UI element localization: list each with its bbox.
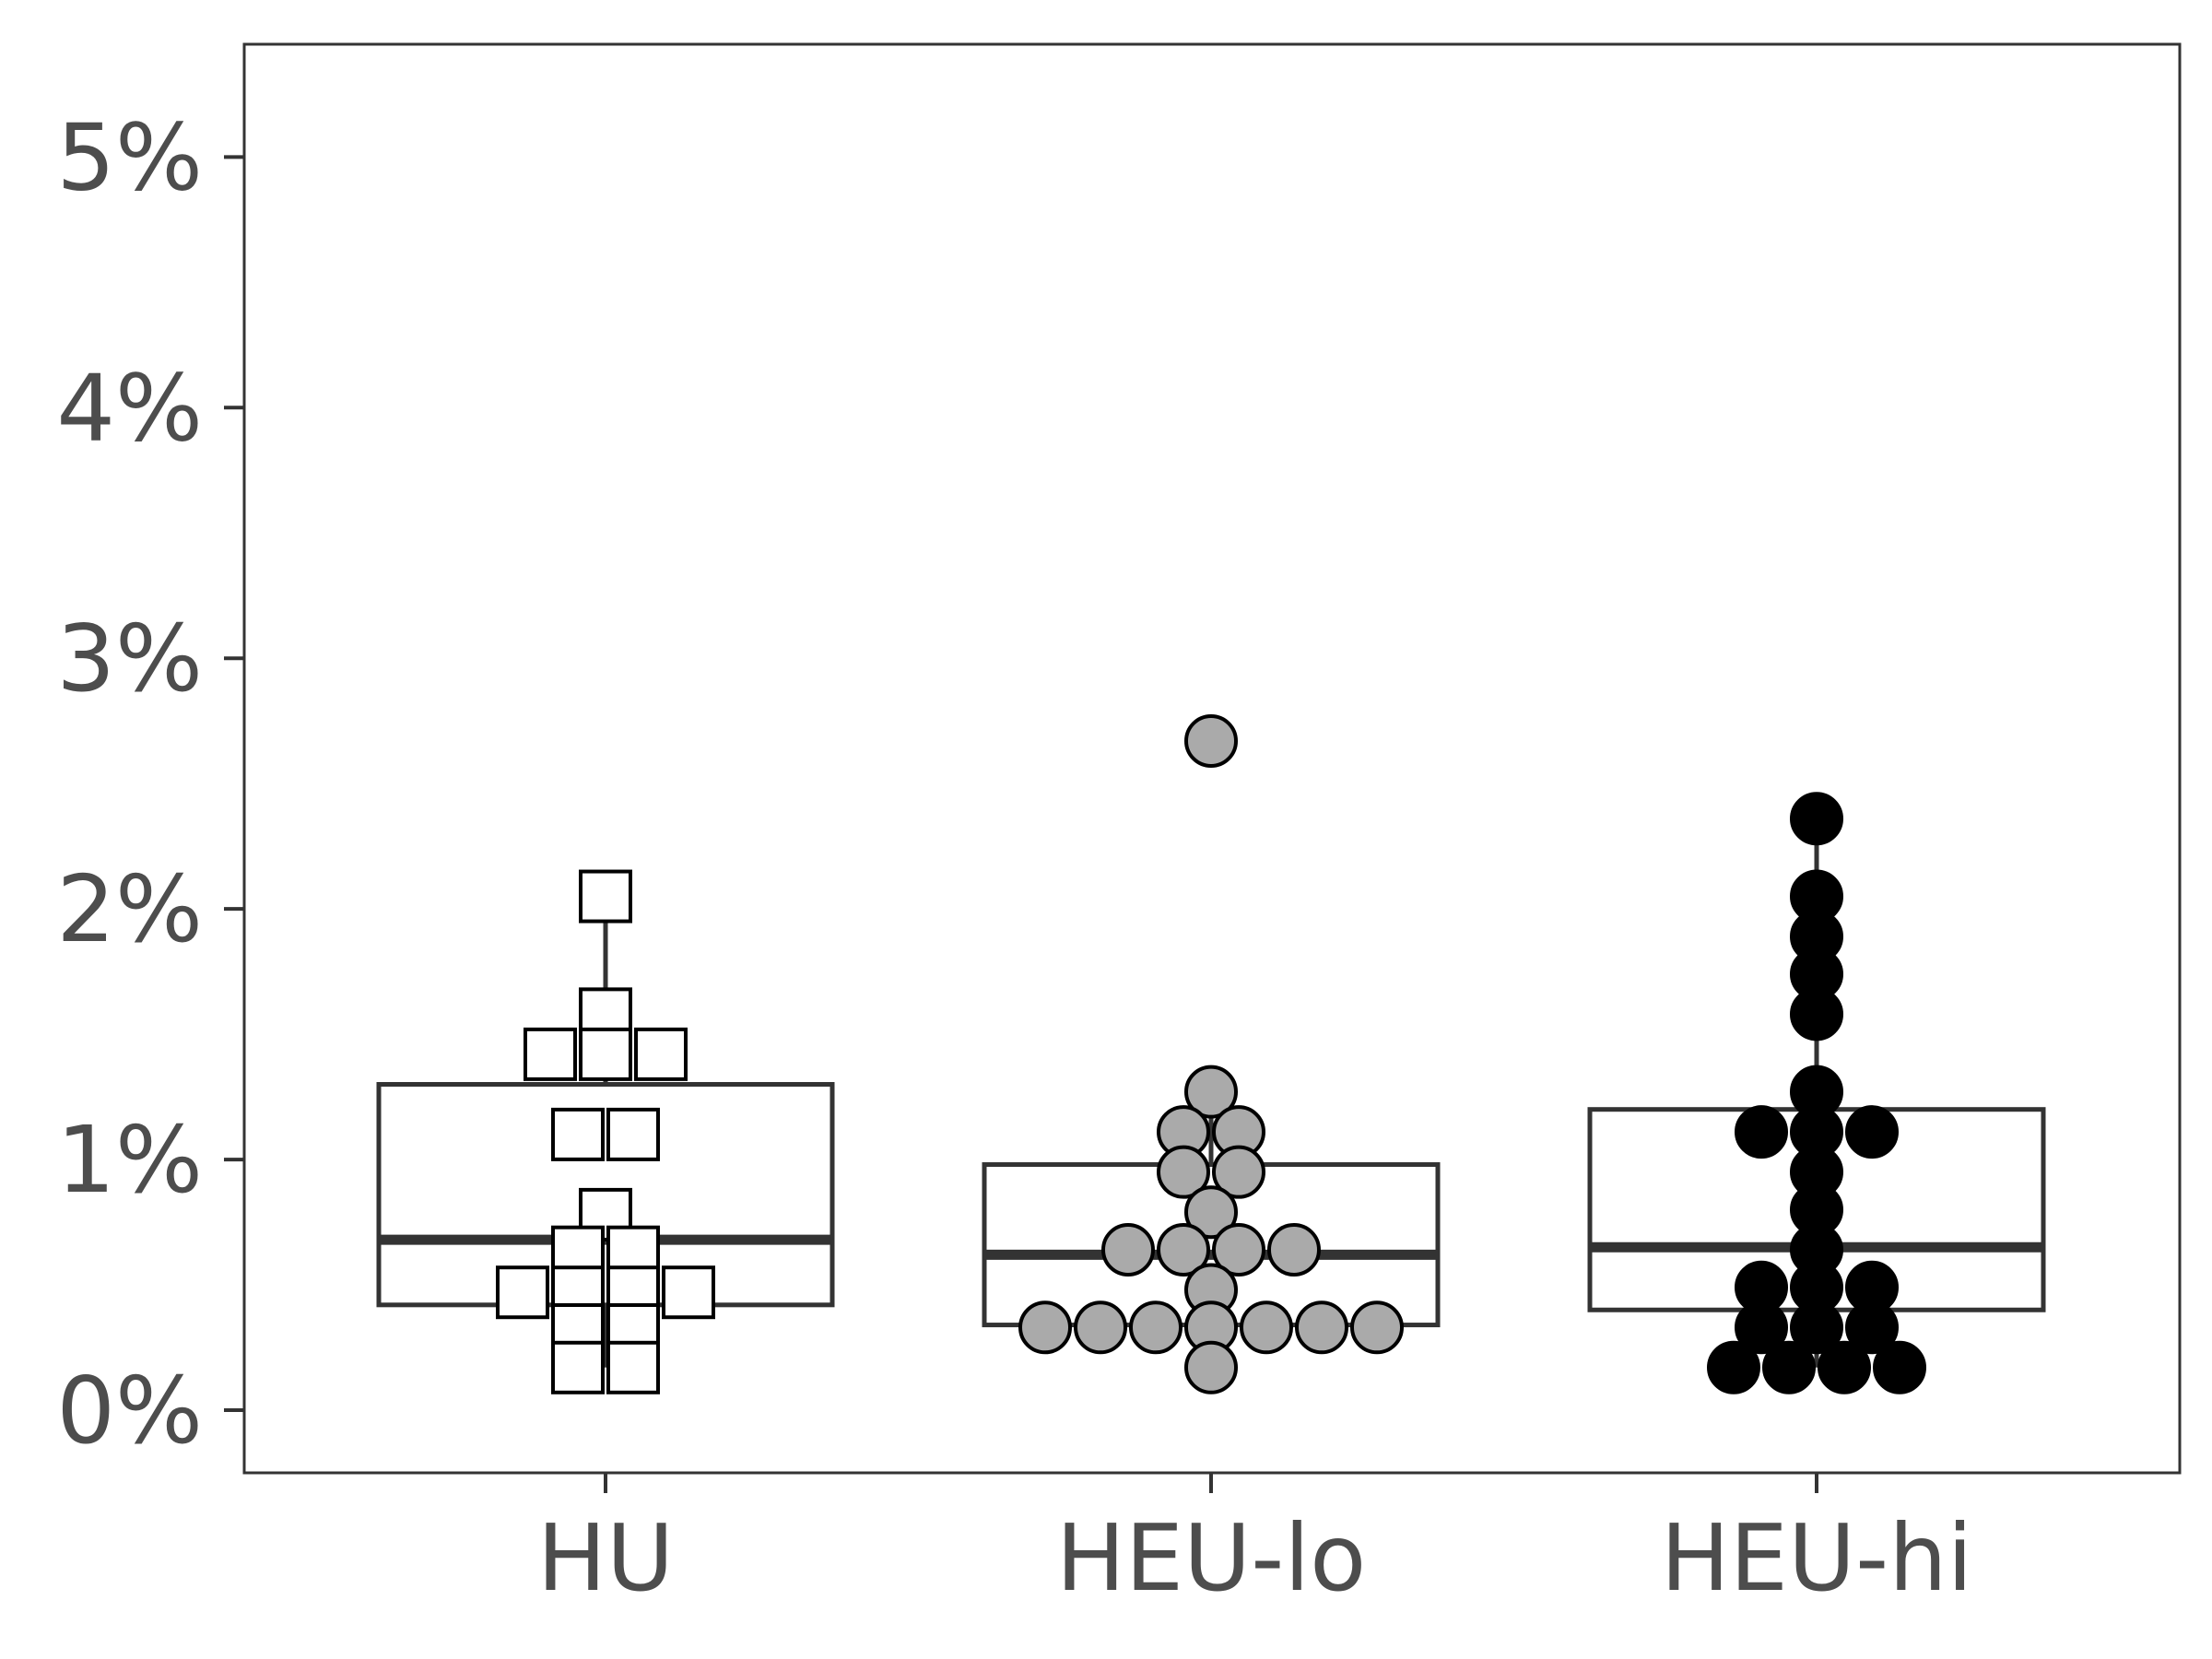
data-point (1129, 1300, 1182, 1355)
data-point (1790, 792, 1843, 846)
points-heu-hi (1707, 792, 1926, 1394)
data-point (1735, 1105, 1788, 1159)
data-point (1790, 1300, 1843, 1355)
data-point (1157, 1145, 1210, 1199)
data-point (1735, 1300, 1788, 1355)
data-point (551, 1107, 605, 1161)
data-point (606, 1340, 660, 1394)
x-tick-label: HEU-lo (1056, 1504, 1367, 1612)
y-tick-label: 1% (56, 1106, 203, 1214)
data-point (1818, 1340, 1871, 1394)
data-point (579, 869, 632, 924)
data-point (662, 1265, 715, 1320)
data-point (1184, 1185, 1238, 1240)
data-point (1267, 1222, 1321, 1277)
data-point (1074, 1300, 1127, 1355)
data-point (1212, 1222, 1265, 1277)
data-point (1295, 1300, 1348, 1355)
data-point (1762, 1340, 1816, 1394)
y-tick-label: 5% (56, 103, 203, 211)
data-point (634, 1027, 688, 1081)
data-point (496, 1265, 549, 1320)
y-tick-label: 0% (56, 1357, 203, 1465)
data-point (1845, 1300, 1899, 1355)
points-hu (496, 869, 715, 1394)
data-point (1845, 1105, 1899, 1159)
points-heu-lo (1018, 713, 1404, 1394)
data-point (1790, 987, 1843, 1041)
x-axis: HU HEU-lo HEU-hi (537, 1473, 1973, 1612)
data-point (1707, 1340, 1760, 1394)
data-point (524, 1027, 577, 1081)
data-point (551, 1340, 605, 1394)
y-tick-label: 2% (56, 855, 203, 963)
x-tick-label: HEU-hi (1661, 1504, 1973, 1612)
data-point (1184, 1065, 1238, 1119)
x-tick-label: HU (537, 1504, 674, 1612)
y-axis: 0% 1% 2% 3% 4% 5% (56, 103, 244, 1465)
data-point (1212, 1145, 1265, 1199)
data-point (1157, 1222, 1210, 1277)
y-tick-label: 3% (56, 605, 203, 712)
data-point (606, 1107, 660, 1161)
data-point (1184, 1340, 1238, 1394)
data-point (1240, 1300, 1293, 1355)
data-point (1873, 1340, 1926, 1394)
data-point (1350, 1300, 1404, 1355)
data-point (1018, 1300, 1072, 1355)
data-point (1101, 1222, 1155, 1277)
y-tick-label: 4% (56, 354, 203, 462)
data-points (496, 713, 1926, 1394)
data-point (579, 1027, 632, 1081)
data-point (1184, 713, 1238, 768)
